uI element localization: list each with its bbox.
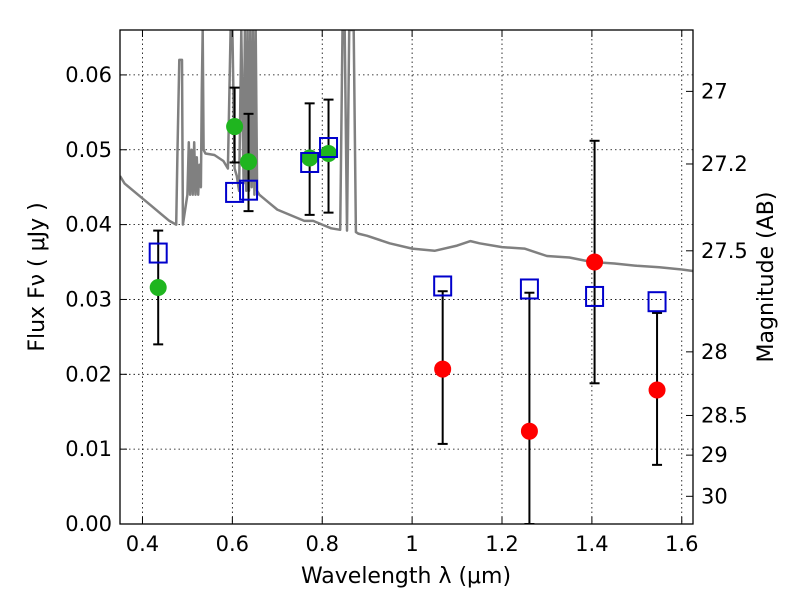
square-marker	[300, 151, 320, 173]
x-tick-label: 0.6	[216, 532, 249, 556]
y2-tick-label: 27.2	[701, 152, 748, 176]
x-tick-label: 0.8	[306, 532, 339, 556]
axis-ticks: 0.4 0.6 0.8 1 1.2 1.4 1.6 0.00 0.01 0.02 0.03 0.04 0…	[65, 30, 748, 556]
circle-marker	[320, 145, 338, 162]
square-marker	[585, 285, 605, 307]
spectrum-line	[120, 30, 693, 273]
y2-tick-label: 28.5	[701, 403, 748, 427]
y2-tick-label: 29	[701, 443, 728, 467]
grid	[120, 30, 693, 525]
circle-marker	[434, 360, 452, 378]
y-tick-label: 0.02	[65, 362, 112, 386]
circle-marker	[240, 153, 258, 171]
x-axis-label: Wavelength λ (μm)	[301, 564, 511, 589]
y-tick-label: 0.00	[65, 512, 112, 536]
square-marker	[319, 137, 339, 159]
x-tick-label: 1.4	[575, 532, 608, 556]
model-spectrum	[120, 30, 693, 273]
y-tick-label: 0.04	[65, 213, 112, 237]
y2-tick-label: 28	[701, 340, 728, 364]
square-marker	[239, 179, 259, 201]
square-marker	[519, 278, 539, 300]
data-markers	[148, 118, 667, 440]
circle-marker	[586, 253, 604, 271]
y-tick-label: 0.01	[65, 437, 112, 461]
y2-tick-label: 30	[701, 484, 728, 508]
square-marker	[647, 291, 667, 313]
circle-marker	[226, 118, 244, 136]
plot-frame	[119, 29, 694, 525]
square-marker	[433, 275, 453, 297]
circle-marker	[149, 278, 167, 296]
x-tick-label: 0.4	[126, 532, 159, 556]
y2-tick-label: 27.5	[701, 239, 748, 263]
x-tick-label: 1.6	[665, 532, 698, 556]
x-tick-label: 1	[405, 532, 418, 556]
y2-axis-label: Magnitude (AB)	[754, 192, 779, 363]
square-marker	[148, 242, 168, 264]
y-tick-label: 0.06	[65, 63, 112, 87]
y-tick-label: 0.05	[65, 138, 112, 162]
y-tick-label: 0.03	[65, 287, 112, 311]
y2-tick-label: 27	[701, 79, 728, 103]
circle-marker	[648, 381, 666, 399]
x-tick-label: 1.2	[485, 532, 518, 556]
y-axis-label: Flux Fν ( μJy )	[25, 202, 50, 351]
square-marker	[225, 181, 245, 203]
circle-marker	[520, 422, 538, 440]
